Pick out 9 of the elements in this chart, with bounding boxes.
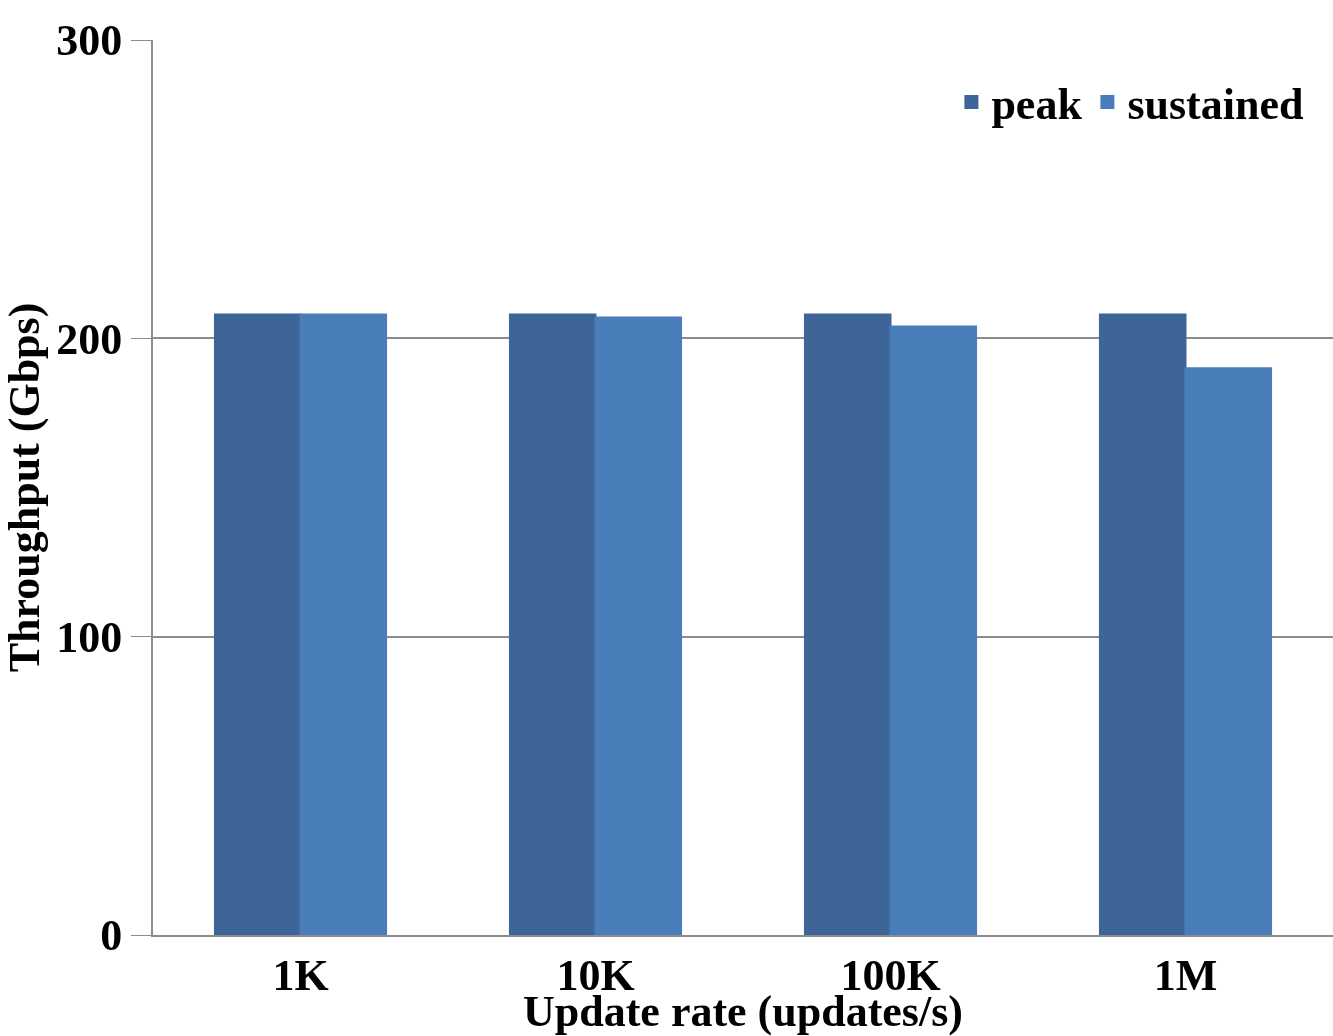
y-tick-label: 200 <box>56 314 123 364</box>
legend-label: peak <box>991 80 1083 130</box>
x-tick-label: 1K <box>272 950 329 1000</box>
y-tick-label: 0 <box>100 911 123 961</box>
y-tick-label: 300 <box>56 16 123 66</box>
y-axis-title: Throughput (Gbps) <box>0 302 49 673</box>
x-tick-label: 1M <box>1153 950 1218 1000</box>
legend-label: sustained <box>1127 80 1304 130</box>
y-tick-label: 100 <box>56 613 123 663</box>
